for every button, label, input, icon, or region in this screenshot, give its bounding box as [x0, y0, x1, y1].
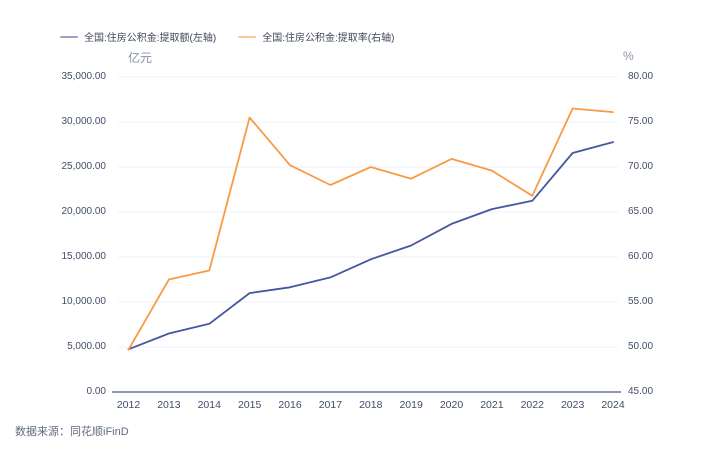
x-axis-tick-label: 2013	[157, 399, 181, 411]
axis-tick-label: 80.00	[628, 71, 654, 82]
x-axis-tick-label: 2012	[116, 399, 141, 411]
x-axis-tick-label: 2024	[601, 399, 625, 411]
x-axis-tick-label: 2021	[480, 399, 504, 411]
axis-tick-label: 0.00	[86, 386, 106, 397]
axis-tick-label: 5,000.00	[67, 341, 106, 352]
axis-tick-label: 35,000.00	[61, 71, 107, 82]
series-line-withdrawal-amount	[127, 141, 614, 351]
axis-tick-label: 70.00	[628, 161, 654, 172]
axis-tick-label: 20,000.00	[61, 206, 107, 217]
axis-tick-label: 65.00	[628, 206, 654, 217]
right-axis-unit-label: %	[623, 49, 634, 63]
axis-tick-label: 60.00	[628, 251, 654, 262]
axis-tick-label: 15,000.00	[61, 251, 107, 262]
axis-tick-label: 75.00	[628, 116, 654, 127]
x-axis-tick-label: 2023	[560, 399, 585, 411]
line-marker-icon	[238, 35, 257, 38]
x-axis-tick-label: 2019	[399, 399, 423, 411]
x-axis-tick-label: 2018	[359, 399, 383, 411]
x-axis-tick-label: 2014	[197, 399, 221, 411]
series-line-withdrawal-rate	[127, 107, 614, 351]
x-axis-tick-label: 2015	[237, 399, 262, 411]
x-axis-tick-label: 2016	[278, 399, 302, 411]
axis-tick-label: 10,000.00	[61, 296, 107, 307]
legend-label-withdrawal-rate: 全国:住房公积金:提取率(右轴)	[262, 33, 395, 44]
x-axis-tick-label: 2022	[520, 399, 544, 411]
axis-tick-label: 45.00	[628, 386, 654, 397]
axis-tick-label: 55.00	[628, 296, 654, 307]
legend-item-withdrawal-amount[interactable]: 全国:住房公积金:提取额(左轴)	[60, 29, 216, 44]
x-axis-tick-label: 2020	[439, 399, 464, 411]
legend-item-withdrawal-rate[interactable]: 全国:住房公积金:提取率(右轴)	[238, 29, 394, 44]
x-axis-tick-label: 2017	[318, 399, 343, 411]
legend: 全国:住房公积金:提取额(左轴) 全国:住房公积金:提取率(右轴)	[60, 29, 394, 44]
left-axis-unit-label: 亿元	[128, 51, 153, 65]
axis-tick-label: 30,000.00	[61, 116, 107, 127]
line-marker-icon	[60, 35, 78, 38]
legend-label-withdrawal-amount: 全国:住房公积金:提取额(左轴)	[84, 33, 217, 44]
axis-tick-label: 50.00	[628, 341, 654, 352]
axis-tick-label: 25,000.00	[61, 161, 107, 172]
data-source-caption: 数据来源：同花顺iFinD	[15, 426, 129, 438]
